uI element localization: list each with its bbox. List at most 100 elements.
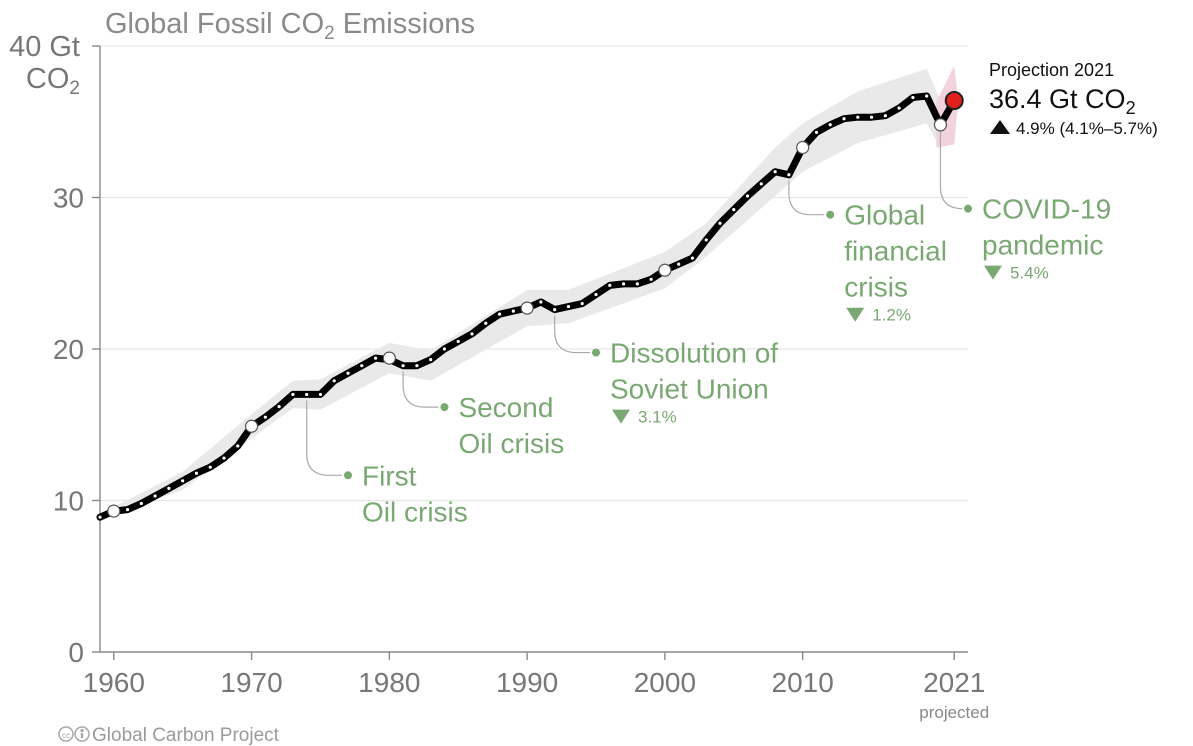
year-point [346, 371, 350, 375]
decade-point [107, 504, 121, 518]
year-point [429, 358, 433, 362]
year-point [181, 479, 185, 483]
year-point [415, 364, 419, 368]
x-tick-label: 2021 [923, 667, 985, 698]
projection-value-subscript: 2 [1126, 98, 1136, 118]
year-point [718, 221, 722, 225]
projection-change: 4.9% (4.1%–5.7%) [1016, 119, 1158, 138]
svg-text:cc: cc [62, 731, 70, 740]
x-tick-note: projected [919, 703, 989, 722]
axes [92, 45, 968, 660]
annotation-label: Oil crisis [362, 496, 468, 527]
year-point [911, 95, 915, 100]
annotation-label: Dissolution of [610, 338, 778, 369]
year-point [125, 507, 130, 512]
x-tick-label: 1980 [358, 667, 420, 698]
year-point [842, 117, 846, 121]
tick-labels: 0 10 20 30 1960 1970 1980 1990 2000 2010 2021 proje… [53, 183, 989, 723]
year-point [732, 208, 736, 212]
year-point [208, 465, 212, 469]
projection-marker [944, 91, 964, 111]
chart-title: Global Fossil CO2 Emissions [105, 8, 475, 44]
year-point [305, 392, 309, 397]
annotation-label: Oil crisis [458, 428, 564, 459]
decade-point [658, 263, 672, 277]
annotation-label: COVID-19 [982, 194, 1111, 225]
annotation-label: pandemic [982, 230, 1103, 261]
attribution-icon [74, 726, 90, 742]
up-triangle-icon [990, 120, 1010, 134]
annotation-label: First [362, 460, 417, 491]
year-point [277, 404, 281, 409]
year-point [787, 173, 791, 177]
year-point [484, 321, 488, 325]
year-point [291, 392, 295, 397]
year-point [635, 282, 639, 286]
y-axis-unit-line2: CO2 [26, 63, 80, 99]
x-tick-label: 1990 [496, 667, 558, 698]
year-point [621, 282, 626, 286]
year-point [566, 304, 571, 309]
y-tick-label: 20 [53, 334, 84, 365]
year-point [759, 182, 763, 186]
year-point [442, 347, 447, 351]
x-tick-label: 1960 [83, 667, 145, 698]
chart-title-subscript: 2 [324, 23, 335, 44]
down-triangle-icon [984, 265, 1002, 280]
x-tick-label: 1970 [220, 667, 282, 698]
annotation-dot [592, 348, 600, 357]
uncertainty-band-area [100, 68, 941, 521]
year-point [470, 332, 474, 336]
y-axis-unit-line1: 40 Gt [9, 31, 80, 63]
year-point [594, 292, 598, 297]
year-point [869, 115, 874, 119]
year-point [677, 262, 681, 266]
grid-lines [100, 45, 968, 502]
year-point [318, 392, 323, 397]
annotation-connector [554, 315, 590, 354]
projection-value-text: 36.4 Gt CO [989, 84, 1126, 114]
annotation-percent: 1.2% [872, 306, 911, 325]
year-point [828, 123, 832, 127]
year-point [704, 238, 708, 242]
year-point [139, 501, 143, 506]
decade-point [520, 301, 534, 315]
annotation-dot [964, 204, 972, 213]
projection-value: 36.4 Gt CO2 [989, 84, 1136, 118]
annotation-percent: 3.1% [638, 408, 677, 427]
annotation-label: Soviet Union [610, 374, 769, 405]
year-point [511, 309, 515, 313]
year-point [236, 444, 240, 448]
year-point [897, 106, 901, 110]
decade-point [796, 140, 810, 155]
projection-point [944, 91, 964, 111]
year-point [360, 364, 364, 368]
year-point [332, 379, 336, 383]
annotation-dot [440, 403, 449, 412]
year-point [497, 312, 502, 316]
year-point [373, 356, 378, 360]
annotation-dot [344, 471, 352, 480]
y-tick-label: 10 [53, 486, 84, 517]
projection-heading: Projection 2021 [989, 60, 1114, 80]
down-triangle-icon [612, 409, 630, 424]
year-point [649, 277, 653, 281]
credit: cc Global Carbon Project [58, 725, 280, 746]
decade-point [382, 351, 396, 365]
y-axis-unit-co: CO [26, 63, 70, 95]
y-tick-label: 0 [68, 637, 84, 668]
x-tick-label: 2000 [634, 667, 696, 698]
year-point [925, 94, 929, 98]
x-tick-label: 2010 [772, 667, 834, 698]
year-point [580, 301, 584, 306]
y-axis-unit-subscript: 2 [69, 78, 80, 99]
year-point [690, 256, 695, 260]
year-point [401, 364, 405, 368]
annotation-label: Global [844, 200, 925, 231]
annotation-connector [306, 400, 342, 476]
credit-text: Global Carbon Project [92, 725, 280, 746]
year-point [456, 339, 460, 344]
annotation-connector [939, 130, 963, 210]
year-point [608, 283, 612, 287]
